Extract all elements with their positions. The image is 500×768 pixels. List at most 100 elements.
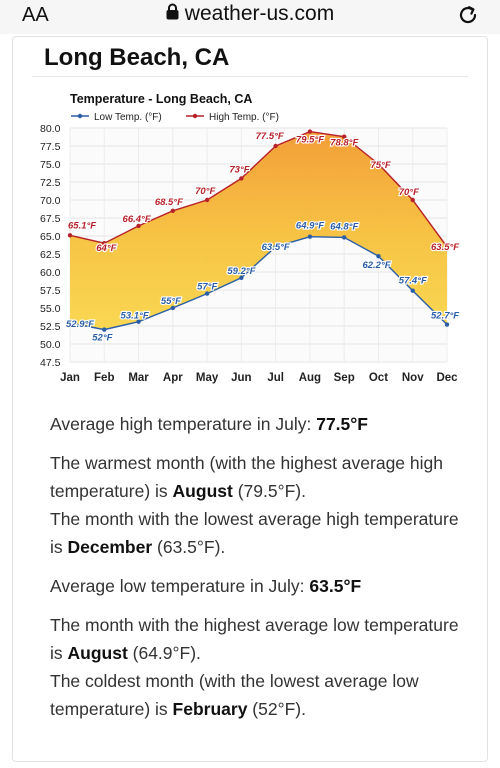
high-temp-label: 68.5°F [155,197,183,208]
high-temp-point [67,233,73,238]
low-temp-point [307,234,313,239]
browser-toolbar: AA weather-us.com [0,0,500,34]
low-temp-line [69,236,448,331]
july-low-text: Average low temperature in July: 63.5°F [50,576,362,596]
x-tick-label: May [196,372,219,384]
low-temp-label: 63.5°F [262,242,290,253]
high-temp-label: 70°F [399,187,419,198]
low-temp-point [136,319,141,324]
y-tick-label: 75.0 [40,159,61,171]
high-temp-point [410,197,415,203]
high-temp-point [273,143,278,149]
temperature-chart: Temperature - Long Beach, CA Low Temp. (… [0,84,500,390]
low-temp-point [376,253,381,259]
july-high-text: Average high temperature in July: 77.5°F [50,414,368,434]
low-temp-label: 57°F [197,282,217,293]
series-lines [69,130,448,331]
high-temp-point [376,161,381,167]
y-tick-label: 47.5 [40,357,61,369]
y-tick-label: 65.0 [40,231,61,243]
x-tick-label: Aug [299,372,321,384]
range-fill [70,131,447,330]
high-temp-point [102,241,107,246]
x-tick-label: Feb [94,372,114,384]
low-extremes-text: The month with the highest average low t… [50,615,459,719]
high-temp-point [204,197,210,203]
x-tick-label: Apr [163,372,183,384]
chart-svg: Temperature - Long Beach, CA Low Temp. (… [40,92,460,384]
y-tick-label: 80.0 [40,123,61,135]
low-temp-point [444,322,450,327]
y-tick-label: 70.0 [40,195,61,207]
low-temp-label: 64.8°F [330,221,358,232]
high-temp-label: 75°F [370,160,390,171]
temperature-summary: Average high temperature in July: 77.5°F… [50,410,470,734]
high-temp-point [307,129,313,134]
high-extremes-text: The warmest month (with the highest aver… [50,453,459,557]
low-temp-point [341,235,347,240]
x-tick-label: Jan [60,372,80,384]
divider [32,76,468,77]
address-bar[interactable]: weather-us.com [0,2,500,26]
temperature-range-band [70,131,447,330]
low-temp-point [239,275,244,280]
y-tick-label: 57.5 [40,285,61,297]
high-temp-line [69,130,448,248]
data-labels: 52.9°F 52°F 53.1°F 55°F 57°F 59.2°F 63.5°F 64.9… [65,130,460,345]
high-temp-label: 73°F [229,164,249,175]
low-temp-point [102,327,107,332]
high-temp-label: 64°F [96,243,116,254]
high-temp-label: 65.1°F [68,220,96,231]
low-temp-label: 57.4°F [399,276,427,287]
low-temp-point [170,305,176,311]
low-temp-point [204,291,210,296]
legend-high-label: High Temp. (°F) [209,112,279,123]
high-temp-label: 79.5°F [296,135,324,146]
low-temp-label: 62.2°F [362,260,390,271]
y-tick-label: 60.0 [40,267,61,279]
x-tick-label: Jun [231,372,251,384]
low-temp-label: 53.1°F [121,311,149,322]
low-temp-label: 55°F [161,296,181,307]
x-tick-label: Dec [436,372,458,384]
chart-title: Temperature - Long Beach, CA [70,92,252,106]
y-tick-label: 62.5 [40,249,61,261]
high-temp-label: 78.8°F [330,138,358,149]
y-tick-label: 50.0 [40,339,61,351]
high-temp-label: 77.5°F [256,131,284,142]
y-tick-label: 77.5 [40,141,61,153]
low-temp-point [273,244,278,249]
legend-marker [192,113,198,119]
x-tick-label: Mar [128,372,149,384]
y-tick-label: 67.5 [40,213,61,225]
url-text: weather-us.com [184,2,335,25]
low-temp-label: 64.9°F [296,221,324,232]
x-tick-label: Sep [334,372,355,384]
low-temp-label: 59.2°F [227,266,255,277]
low-temp-label: 52.9°F [66,319,94,330]
y-tick-label: 55.0 [40,303,61,315]
high-temp-label: 70°F [195,186,215,197]
x-tick-label: Nov [402,372,424,384]
low-temp-point [410,288,415,293]
low-temp-label: 52°F [92,333,112,344]
high-temp-label: 66.4°F [123,214,151,225]
chart-legend: Low Temp. (°F) High Temp. (°F) [71,112,279,123]
text-size-button[interactable]: AA [22,4,49,26]
lock-icon [166,2,179,26]
high-temp-point [341,134,347,139]
low-temp-point [67,320,73,326]
y-tick-label: 72.5 [40,177,61,189]
series-points [67,129,450,332]
legend-low-label: Low Temp. (°F) [94,112,162,123]
reload-icon[interactable] [456,3,480,32]
high-temp-point [170,208,176,213]
y-tick-label: 52.5 [40,321,61,333]
high-temp-point [444,244,450,249]
high-temp-label: 63.5°F [431,242,459,253]
x-axis: Jan Feb Mar Apr May Jun Jul Aug Sep Oct Nov Dec [60,372,458,384]
high-temp-point [239,176,244,181]
x-tick-label: Jul [267,372,284,384]
y-axis: 80.0 77.5 75.0 72.5 70.0 67.5 65.0 62.5 60.0 57.5… [40,123,61,369]
low-temp-label: 52.7°F [431,311,459,322]
